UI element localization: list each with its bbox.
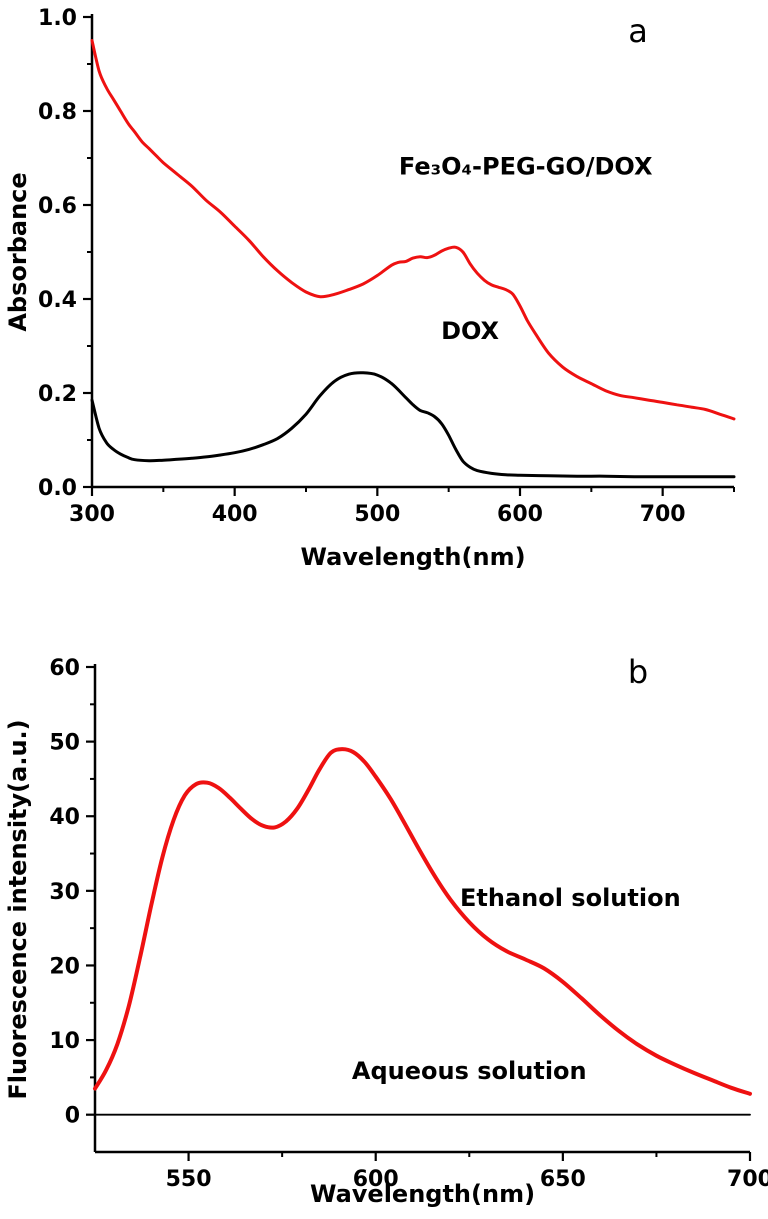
x-tick-label: 500 (354, 502, 400, 527)
series-annotation: Ethanol solution (460, 884, 681, 912)
x-tick-label: 400 (212, 502, 258, 527)
x-tick-label: 650 (540, 1167, 586, 1192)
x-tick-label: 300 (69, 502, 115, 527)
y-tick-label: 30 (49, 880, 80, 905)
x-axis-title: Wavelength(nm) (310, 1180, 535, 1208)
series-curve (93, 747, 752, 1096)
x-tick-label: 700 (640, 502, 686, 527)
panel-letter: a (628, 12, 648, 50)
series-annotation: DOX (441, 317, 499, 345)
fluorescence-chart: 550 600 650 700 0 10 20 30 40 50 60 Wavelength(nm) F… (4, 653, 768, 1208)
panel-letter: b (628, 653, 648, 691)
y-tick-label: 60 (49, 656, 80, 681)
panel-b-fluorescence: 550 600 650 700 0 10 20 30 40 50 60 Wavelength(nm) F… (0, 615, 768, 1219)
absorbance-chart: 300 400 500 600 700 0.0 0.2 0.4 0.6 0.8 1.0 Wavelen… (4, 6, 736, 571)
y-tick-label: 0.6 (38, 194, 77, 219)
x-tick-label: 700 (727, 1167, 768, 1192)
x-tick-label: 550 (166, 1167, 212, 1192)
y-tick-label: 1.0 (38, 6, 77, 31)
series-annotation: Aqueous solution (352, 1057, 587, 1085)
y-tick-label: 0 (65, 1104, 80, 1129)
y-tick-label: 0.0 (38, 476, 77, 501)
y-tick-label: 0.8 (38, 100, 77, 125)
y-axis-title: Absorbance (4, 172, 32, 331)
y-tick-label: 10 (49, 1029, 80, 1054)
y-tick-label: 0.4 (38, 288, 77, 313)
y-tick-label: 50 (49, 731, 80, 756)
x-tick-label: 600 (497, 502, 543, 527)
series-curve (90, 371, 736, 479)
y-tick-label: 0.2 (38, 382, 77, 407)
series-annotation: Fe₃O₄-PEG-GO/DOX (399, 152, 653, 180)
series-curve (90, 39, 736, 421)
x-axis-title: Wavelength(nm) (300, 543, 525, 571)
y-axis-title: Fluorescence intensity(a.u.) (4, 719, 32, 1099)
panel-a-absorbance: 300 400 500 600 700 0.0 0.2 0.4 0.6 0.8 1.0 Wavelen… (4, 6, 736, 571)
y-tick-label: 40 (49, 805, 80, 830)
x-tick-label: 600 (353, 1167, 399, 1192)
y-tick-label: 20 (49, 954, 80, 979)
